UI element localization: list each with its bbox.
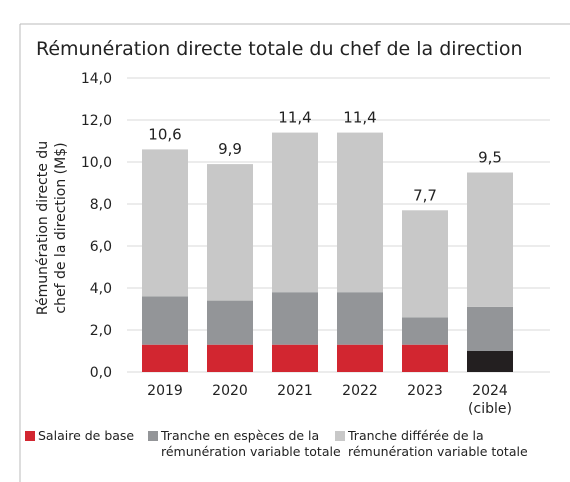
total-label: 9,5	[478, 149, 502, 167]
bar-segment	[337, 132, 383, 293]
total-label: 11,4	[278, 109, 311, 127]
bar-segment	[142, 149, 188, 297]
x-tick-label: 2019	[147, 383, 183, 399]
bar-segment	[402, 344, 448, 372]
legend-swatch	[148, 431, 158, 441]
bar-segment	[467, 172, 513, 307]
legend-label: Salaire de base	[38, 428, 135, 443]
bar-segment	[402, 210, 448, 318]
total-label: 11,4	[343, 109, 376, 127]
x-tick-label: 2021	[277, 383, 313, 399]
y-tick-label: 4,0	[90, 281, 112, 297]
total-label: 9,9	[218, 140, 242, 158]
bar-segment	[272, 132, 318, 293]
bar-segment	[142, 296, 188, 345]
total-label: 7,7	[413, 186, 437, 204]
bar-segment	[142, 344, 188, 372]
y-tick-label: 6,0	[90, 239, 112, 255]
y-tick-label: 8,0	[90, 197, 112, 213]
legend-swatch	[335, 431, 345, 441]
legend-label: Tranche en espèces de la rémunération va…	[161, 428, 341, 459]
bar-segment	[207, 300, 253, 345]
bar-segment	[272, 344, 318, 372]
y-tick-label: 10,0	[81, 155, 112, 171]
bar-segment	[337, 344, 383, 372]
y-axis-title: Rémunération directe du chef de la direc…	[35, 140, 69, 316]
bar-segment	[272, 292, 318, 345]
x-tick-label: 2020	[212, 383, 248, 399]
chart-title: Rémunération directe totale du chef de l…	[36, 38, 523, 60]
y-tick-label: 14,0	[81, 71, 112, 87]
x-tick-label: 2023	[407, 383, 443, 399]
bar-segment	[467, 351, 513, 372]
bar-segment	[467, 306, 513, 351]
x-tick-label: 2024 (cible)	[468, 383, 512, 417]
legend-swatch	[25, 431, 35, 441]
bar-segment	[337, 292, 383, 345]
bar-segment	[207, 344, 253, 372]
x-tick-label: 2022	[342, 383, 378, 399]
y-tick-label: 12,0	[81, 113, 112, 129]
legend-label: Tranche différée de la rémunération vari…	[348, 428, 528, 459]
y-tick-label: 0,0	[90, 365, 112, 381]
y-tick-label: 2,0	[90, 323, 112, 339]
bar-segment	[207, 164, 253, 301]
total-label: 10,6	[148, 125, 181, 143]
bar-segment	[402, 317, 448, 345]
